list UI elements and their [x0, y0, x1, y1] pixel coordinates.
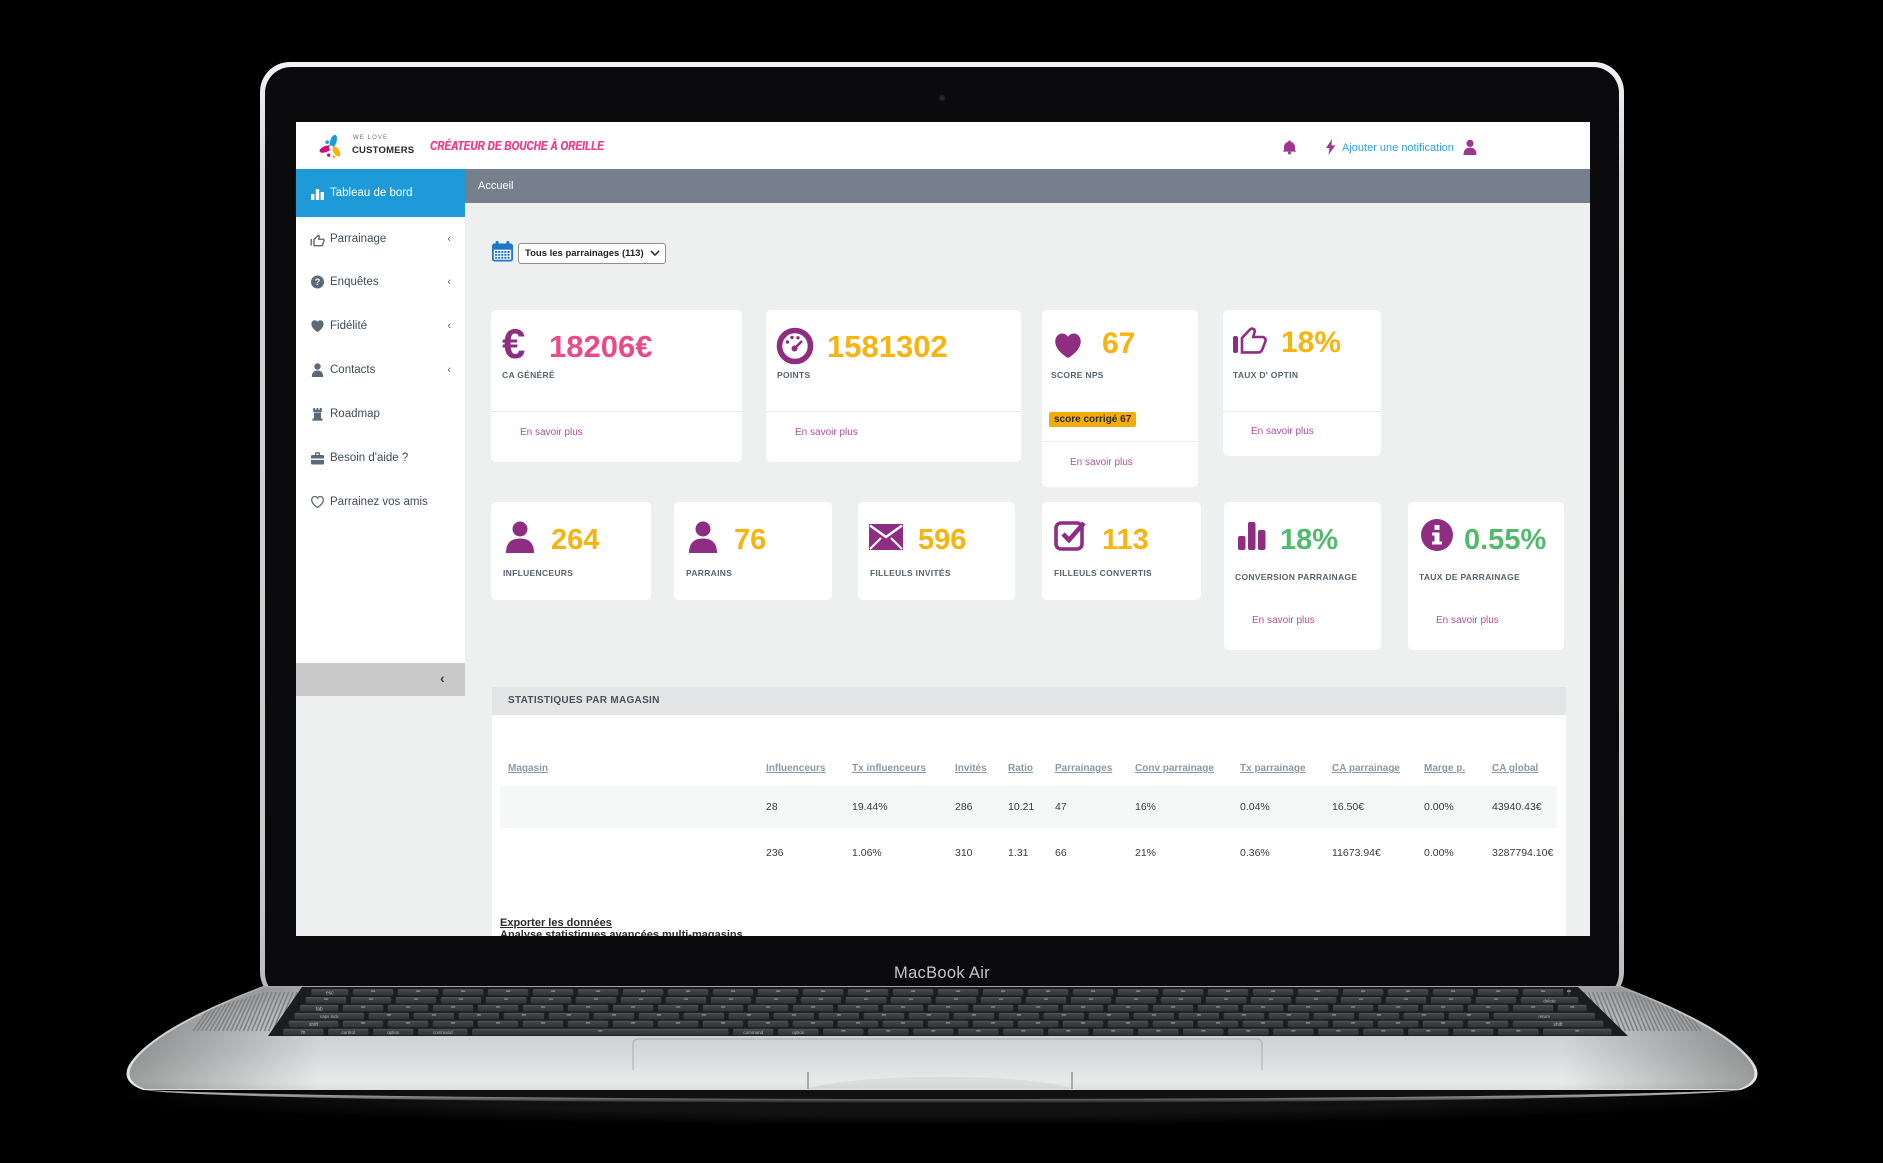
svg-text:tab: tab — [316, 1006, 323, 1012]
svg-text:?: ? — [315, 277, 321, 287]
svg-text:shift: shift — [309, 1022, 319, 1028]
svg-text:command: command — [433, 1030, 453, 1035]
svg-text:MacBook Air: MacBook Air — [894, 964, 990, 982]
svg-text:command: command — [743, 1030, 763, 1035]
svg-text:esc: esc — [326, 991, 334, 997]
svg-text:control: control — [342, 1030, 356, 1035]
svg-text:delete: delete — [1543, 998, 1556, 1003]
svg-text:shift: shift — [1553, 1022, 1563, 1028]
svg-text:option: option — [792, 1030, 805, 1035]
svg-text:return: return — [1538, 1014, 1550, 1019]
svg-text:fn: fn — [301, 1030, 305, 1036]
svg-text:option: option — [387, 1030, 400, 1035]
svg-text:caps lock: caps lock — [320, 1014, 340, 1019]
